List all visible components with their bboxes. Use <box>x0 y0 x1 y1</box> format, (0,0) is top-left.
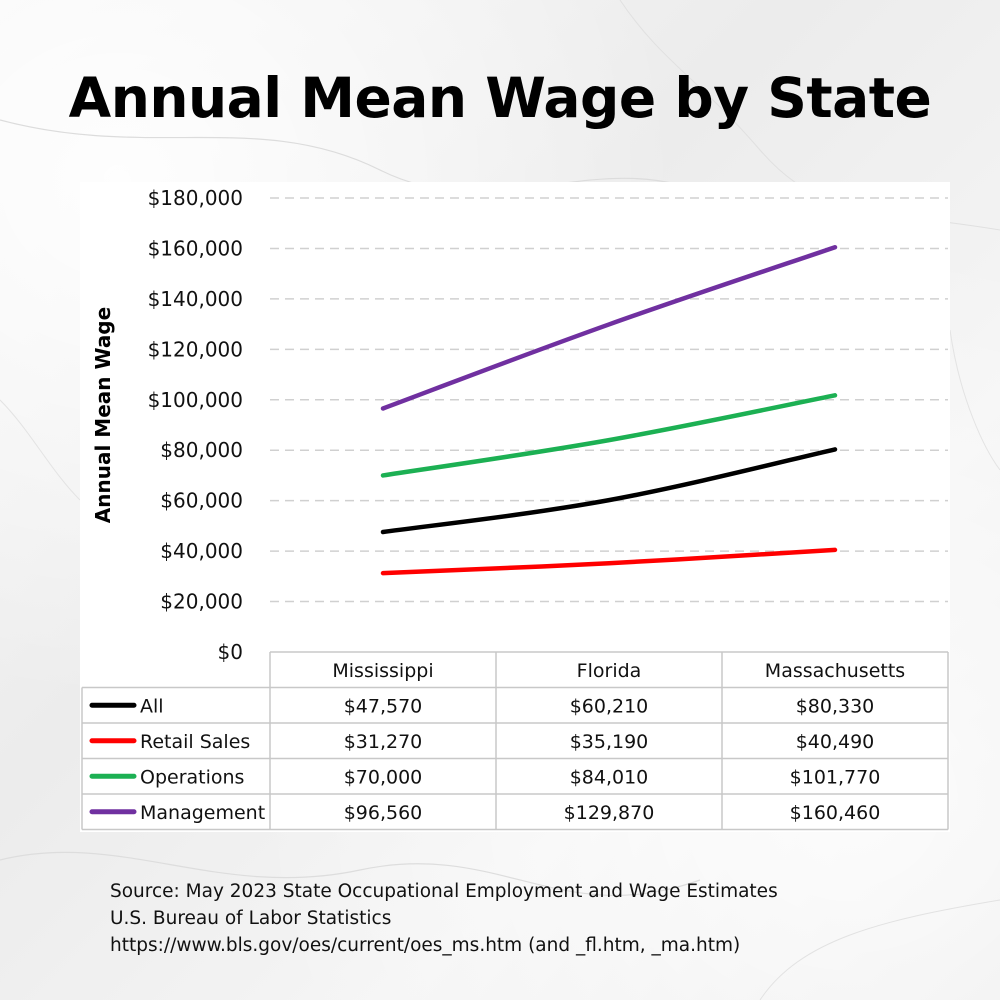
category-label: Florida <box>577 660 642 682</box>
source-line-1: Source: May 2023 State Occupational Empl… <box>110 881 778 902</box>
grid-lines <box>270 197 948 603</box>
y-tick-label: $60,000 <box>160 489 243 513</box>
legend-label: Operations <box>140 766 244 788</box>
legend-label: Retail Sales <box>140 731 250 753</box>
table-value: $47,570 <box>344 695 423 717</box>
table-value: $40,490 <box>796 731 875 753</box>
y-tick-label: $180,000 <box>148 186 243 210</box>
y-axis-label: Annual Mean Wage <box>91 307 115 523</box>
table-value: $35,190 <box>570 731 649 753</box>
series-line-management <box>380 245 838 411</box>
y-tick-label: $160,000 <box>148 236 243 260</box>
y-axis-ticks: $0 $20,000 $40,000 $60,000 $80,000 $100,000 $1… <box>148 186 243 664</box>
legend-label: Management <box>140 802 265 824</box>
table-value: $101,770 <box>790 766 881 788</box>
table-value: $84,010 <box>570 766 649 788</box>
series-line-all <box>380 447 838 535</box>
table-value: $70,000 <box>344 766 423 788</box>
data-table: Mississippi Florida Massachusetts All $47,57… <box>81 651 949 831</box>
legend-label: All <box>140 695 164 717</box>
table-value: $129,870 <box>564 802 655 824</box>
series-lines <box>380 245 838 576</box>
page-title: Annual Mean Wage by State <box>68 66 932 130</box>
table-value: $96,560 <box>344 802 423 824</box>
series-line-retail-sales <box>380 547 838 576</box>
y-tick-label: $0 <box>218 640 243 664</box>
y-tick-label: $100,000 <box>148 388 243 412</box>
y-tick-label: $120,000 <box>148 337 243 361</box>
category-label: Mississippi <box>332 660 433 682</box>
series-line-operations <box>380 393 838 478</box>
table-value: $31,270 <box>344 731 423 753</box>
y-tick-label: $80,000 <box>160 438 243 462</box>
y-tick-label: $20,000 <box>160 590 243 614</box>
category-label: Massachusetts <box>765 660 905 682</box>
source-line-3: https://www.bls.gov/oes/current/oes_ms.h… <box>110 935 741 956</box>
source-line-2: U.S. Bureau of Labor Statistics <box>110 908 392 929</box>
source-citation: Source: May 2023 State Occupational Empl… <box>110 878 970 959</box>
table-value: $160,460 <box>790 802 881 824</box>
table-value: $60,210 <box>570 695 649 717</box>
table-value: $80,330 <box>796 695 875 717</box>
y-tick-label: $40,000 <box>160 539 243 563</box>
y-tick-label: $140,000 <box>148 287 243 311</box>
